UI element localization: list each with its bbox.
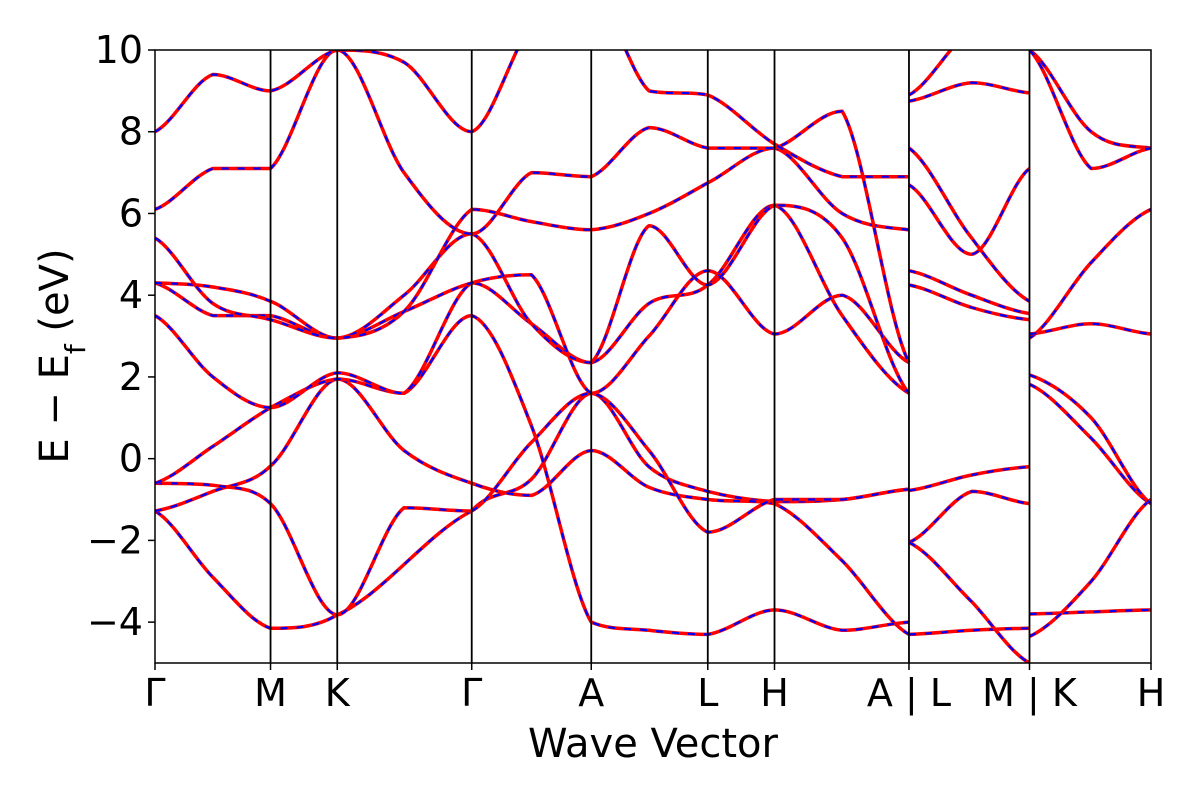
y-axis-title-main: E − E — [32, 354, 78, 464]
x-tick-label: K — [325, 671, 351, 715]
y-axis-title-sub: f — [59, 343, 92, 354]
plot-frame — [154, 49, 1152, 664]
high-symmetry-lines — [269, 50, 1031, 663]
band-1-blue — [155, 377, 1151, 636]
y-tick-label: 8 — [119, 110, 143, 154]
y-tick-label: 4 — [119, 273, 143, 317]
x-tick-label: H — [760, 671, 789, 715]
y-tick-label: 0 — [119, 437, 143, 481]
y-tick-label: −4 — [87, 600, 143, 644]
y-tick-label: 10 — [95, 28, 143, 72]
band-6-blue — [155, 167, 1151, 395]
x-tick-label: Γ — [144, 671, 165, 715]
band-4-blue — [155, 204, 1151, 505]
x-tick-label: Γ — [461, 671, 482, 715]
band-1-red — [155, 377, 1151, 637]
band-3-blue — [155, 314, 1031, 663]
y-axis-title-unit: (eV) — [32, 248, 78, 344]
band-4-red — [155, 203, 1151, 506]
band-9-blue — [155, 50, 953, 178]
y-tick-label: 2 — [119, 355, 143, 399]
x-tick-label: M | K — [982, 671, 1078, 716]
x-tick-label: A — [578, 671, 604, 715]
x-tick-label: H — [1137, 671, 1166, 715]
band-5-blue — [155, 208, 1151, 395]
x-axis-title: Wave Vector — [528, 721, 779, 767]
y-axis-title: E − Ef (eV) — [32, 248, 92, 463]
bands-layer — [155, 50, 1151, 663]
band-2-blue — [155, 392, 1151, 638]
band-0-red — [155, 382, 1151, 631]
y-axis-ticks: −4 −2 0 2 4 6 8 10 — [87, 28, 155, 644]
band-8-blue — [155, 50, 1151, 364]
y-tick-label: 6 — [119, 191, 143, 235]
band-0-blue — [155, 383, 1151, 630]
band-9-red — [155, 50, 953, 179]
y-tick-label: −2 — [87, 518, 143, 562]
band-2-red — [155, 391, 1151, 638]
x-tick-label: L — [697, 671, 718, 715]
band-6-red — [155, 167, 1151, 395]
x-tick-label: A | L — [867, 671, 951, 716]
x-tick-label: M — [254, 671, 287, 715]
